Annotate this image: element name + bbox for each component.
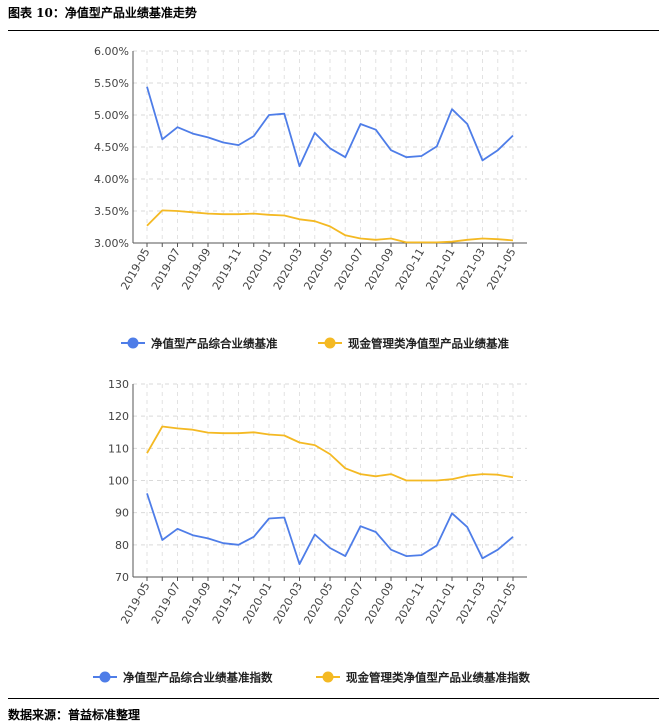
x-tick-label: 2019-05 <box>118 580 152 626</box>
series-line-1 <box>146 493 514 565</box>
legend-label-2: 现金管理类净值型产品业绩基准指数 <box>346 671 530 685</box>
bottom-rule <box>8 698 659 699</box>
x-tick-label: 2019-11 <box>210 580 244 626</box>
legend-label-1: 净值型产品综合业绩基准指数 <box>123 671 273 685</box>
legend-marker-1 <box>99 671 111 683</box>
series-line-1 <box>146 86 514 168</box>
x-tick-label: 2019-11 <box>210 246 244 292</box>
legend-marker-2 <box>324 337 336 349</box>
series-line-2 <box>146 425 514 482</box>
legend-marker-2 <box>322 671 334 683</box>
y-tick-label: 120 <box>108 410 129 423</box>
x-tick-label: 2021-03 <box>454 246 488 292</box>
x-tick-label: 2020-09 <box>362 246 396 292</box>
x-tick-label: 2019-07 <box>149 246 183 292</box>
y-tick-label: 100 <box>108 475 129 488</box>
y-tick-label: 4.50% <box>94 141 129 154</box>
y-tick-label: 4.00% <box>94 173 129 186</box>
x-tick-label: 2021-03 <box>454 580 488 626</box>
y-tick-label: 80 <box>115 539 129 552</box>
x-tick-label: 2019-07 <box>149 580 183 626</box>
x-tick-label: 2020-07 <box>332 580 366 626</box>
x-tick-label: 2020-05 <box>301 580 335 626</box>
top-rule <box>8 30 659 31</box>
legend-marker-1 <box>127 337 139 349</box>
chart-1: 3.00% 3.50% 4.00% 4.50% 5.00% 5.50% 6.00% 2019-… <box>94 45 527 351</box>
figure-title: 图表 10：净值型产品业绩基准走势 <box>8 6 197 20</box>
y-tick-label: 5.00% <box>94 109 129 122</box>
x-tick-label: 2019-05 <box>118 246 152 292</box>
y-tick-label: 90 <box>115 507 129 520</box>
chart-2: 7080901001101201302019-052019-072019-092… <box>93 378 530 685</box>
source-note: 数据来源：普益标准整理 <box>8 708 141 722</box>
x-tick-label: 2021-05 <box>484 246 518 292</box>
y-tick-label: 110 <box>108 442 129 455</box>
legend-label-1: 净值型产品综合业绩基准 <box>151 337 278 351</box>
x-tick-label: 2020-01 <box>240 580 274 626</box>
x-tick-label: 2020-11 <box>393 580 427 626</box>
x-tick-label: 2020-03 <box>271 580 305 626</box>
x-tick-label: 2020-05 <box>301 246 335 292</box>
y-tick-label: 70 <box>115 571 129 584</box>
x-tick-label: 2020-03 <box>271 246 305 292</box>
y-tick-label: 3.50% <box>94 205 129 218</box>
series-line-2 <box>146 209 514 244</box>
x-tick-label: 2020-09 <box>362 580 396 626</box>
y-tick-label: 3.00% <box>94 237 129 250</box>
y-tick-label: 5.50% <box>94 77 129 90</box>
x-tick-label: 2020-01 <box>240 246 274 292</box>
x-tick-label: 2021-01 <box>423 246 457 292</box>
y-tick-label: 6.00% <box>94 45 129 58</box>
x-tick-label: 2020-07 <box>332 246 366 292</box>
x-tick-label: 2021-05 <box>484 580 518 626</box>
y-tick-label: 130 <box>108 378 129 391</box>
legend-label-2: 现金管理类净值型产品业绩基准 <box>348 337 509 351</box>
x-tick-label: 2020-11 <box>393 246 427 292</box>
x-tick-label: 2019-09 <box>179 580 213 626</box>
x-tick-label: 2019-09 <box>179 246 213 292</box>
x-tick-label: 2021-01 <box>423 580 457 626</box>
